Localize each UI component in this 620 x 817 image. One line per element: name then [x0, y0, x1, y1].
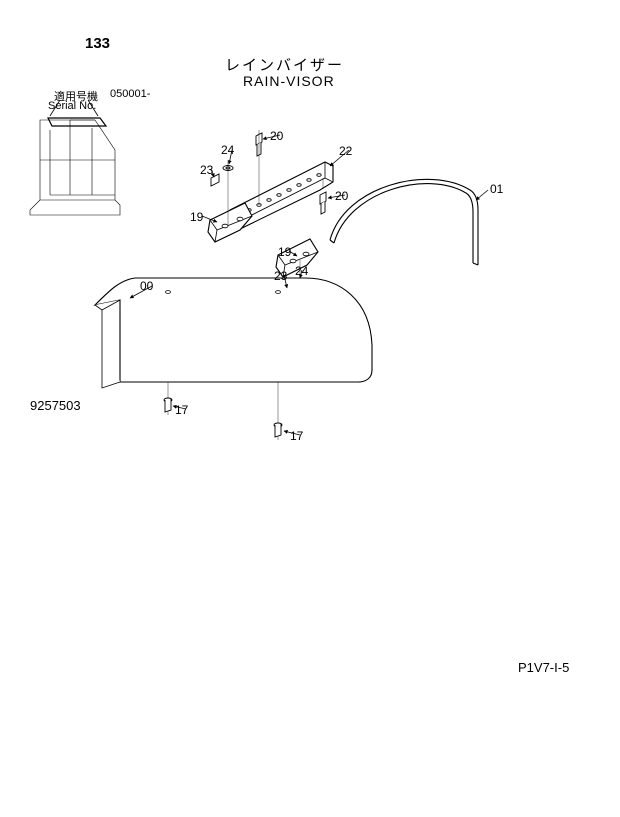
- callout-24: 24: [295, 265, 308, 277]
- callout-17: 17: [290, 430, 303, 442]
- exploded-diagram: [0, 0, 620, 817]
- callout-01: 01: [490, 183, 503, 195]
- callout-17: 17: [175, 404, 188, 416]
- part-17-bolt-a: [164, 398, 172, 412]
- callout-23: 23: [200, 164, 213, 176]
- callout-19: 19: [190, 211, 203, 223]
- part-23-24-set-a: [211, 166, 233, 187]
- callout-20: 20: [335, 190, 348, 202]
- part-17-bolt-b: [274, 423, 282, 437]
- thumbnail-cab: [30, 100, 120, 215]
- part-19-bracket-left: [208, 203, 252, 242]
- callout-00: 00: [140, 280, 153, 292]
- part-20-bolt-b: [320, 192, 326, 214]
- callout-20: 20: [270, 130, 283, 142]
- callout-22: 22: [339, 145, 352, 157]
- part-01-weatherstrip: [330, 179, 478, 265]
- callout-23: 23: [274, 270, 287, 282]
- callout-24: 24: [221, 144, 234, 156]
- callout-19: 19: [278, 246, 291, 258]
